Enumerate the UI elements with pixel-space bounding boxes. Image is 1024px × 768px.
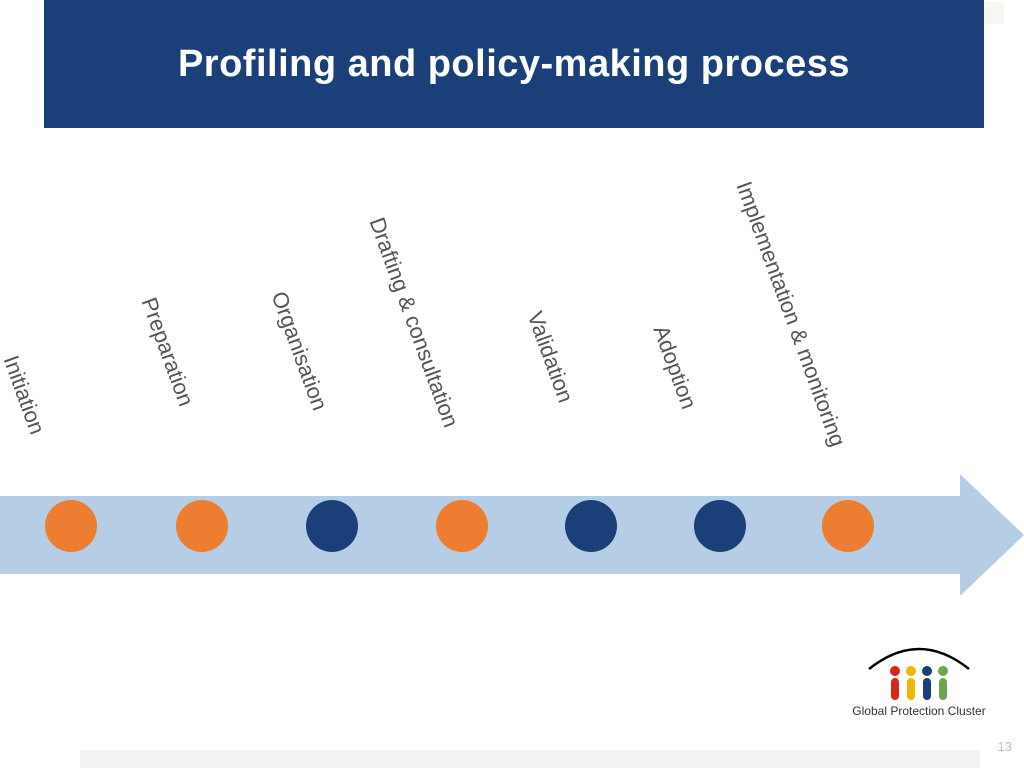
logo-figure-2 [922, 666, 932, 700]
page-number: 13 [998, 739, 1012, 754]
timeline-label-1: Preparation [136, 294, 199, 410]
timeline-dot-0 [45, 500, 97, 552]
timeline-label-4: Validation [522, 308, 579, 406]
footer-strip [80, 750, 980, 768]
global-protection-cluster-logo: Global Protection Cluster [834, 641, 1004, 718]
timeline-dot-1 [176, 500, 228, 552]
timeline-label-5: Adoption [648, 322, 702, 413]
timeline-label-6: Implementation & monitoring [731, 178, 851, 450]
logo-arc-icon [864, 641, 974, 671]
page-title: Profiling and policy-making process [178, 43, 850, 86]
timeline-dot-6 [822, 500, 874, 552]
logo-figure-0 [890, 666, 900, 700]
timeline-dot-2 [306, 500, 358, 552]
logo-text: Global Protection Cluster [834, 704, 1004, 718]
logo-figures [834, 666, 1004, 700]
logo-figure-3 [938, 666, 948, 700]
title-bar: Profiling and policy-making process [44, 0, 984, 128]
timeline-label-0: Initiation [0, 352, 50, 438]
logo-figure-1 [906, 666, 916, 700]
timeline-dot-3 [436, 500, 488, 552]
timeline-dot-4 [565, 500, 617, 552]
timeline-label-2: Organisation [266, 288, 333, 414]
timeline-label-3: Drafting & consultation [364, 214, 464, 431]
timeline-dot-5 [694, 500, 746, 552]
